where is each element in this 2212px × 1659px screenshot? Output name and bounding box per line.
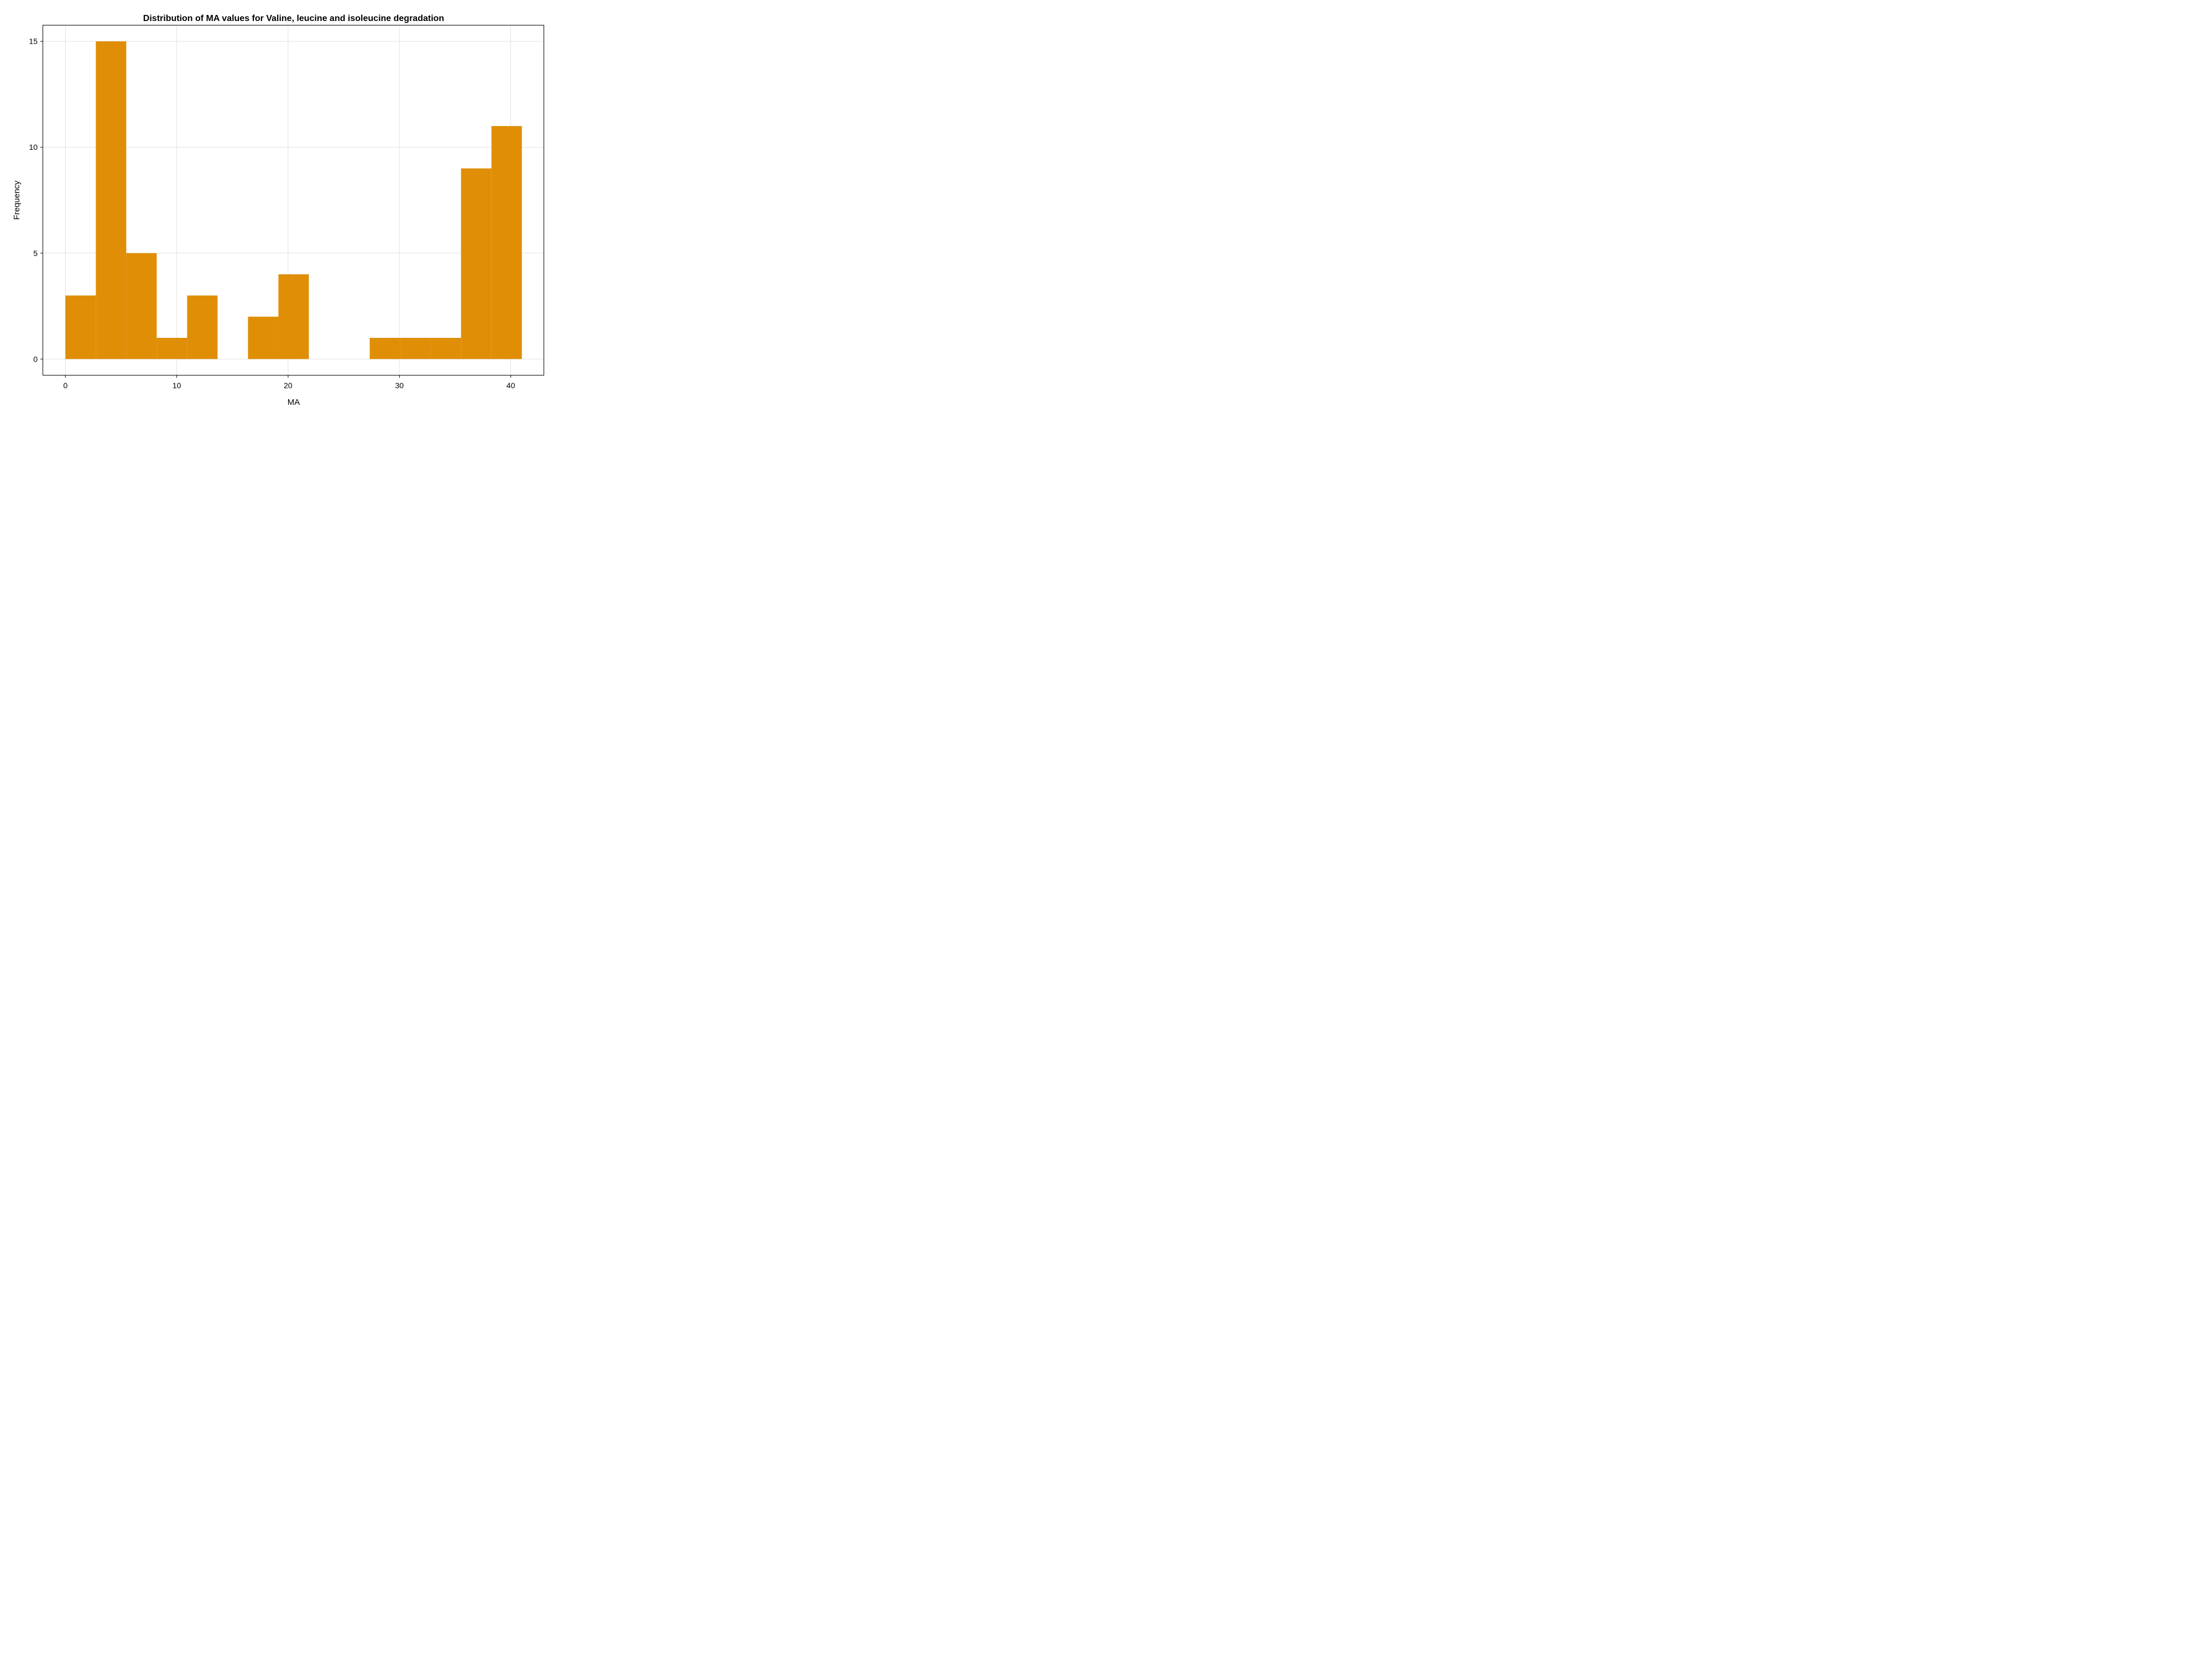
histogram-bar	[400, 337, 431, 359]
x-tick-label: 0	[63, 381, 67, 390]
histogram-bar	[156, 337, 187, 359]
histogram-bar	[65, 295, 96, 359]
x-axis-label: MA	[288, 398, 300, 407]
y-tick-label: 0	[33, 354, 38, 363]
y-tick-label: 10	[29, 143, 38, 152]
bar-layer	[65, 41, 522, 359]
y-axis-label: Frequency	[12, 180, 22, 220]
x-tick-label: 40	[507, 381, 515, 390]
tick-layer: 0 10 20 30 40 0 5 10 15	[29, 37, 515, 390]
x-tick-label: 30	[395, 381, 404, 390]
histogram-bar	[461, 168, 492, 359]
chart-title: Distribution of MA values for Valine, le…	[143, 14, 444, 23]
histogram-bar	[187, 295, 218, 359]
histogram-bar	[430, 337, 461, 359]
x-tick-label: 10	[173, 381, 181, 390]
histogram-bar	[248, 316, 279, 359]
histogram-bar	[491, 126, 522, 359]
histogram-chart: Distribution of MA values for Valine, le…	[0, 0, 553, 415]
histogram-bar	[126, 253, 157, 359]
histogram-bar	[369, 337, 400, 359]
histogram-bar	[96, 41, 127, 359]
plot-frame	[43, 25, 544, 375]
x-tick-label: 20	[284, 381, 293, 390]
y-tick-label: 15	[29, 37, 38, 46]
y-tick-label: 5	[33, 249, 38, 258]
histogram-bar	[278, 274, 309, 359]
